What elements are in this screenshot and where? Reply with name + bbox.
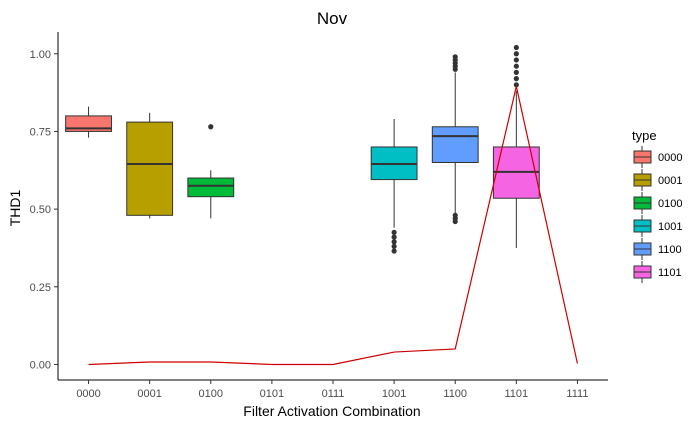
x-axis: 0000 0001 0100 0101 0111 1001 1100 1101 1111	[58, 379, 608, 400]
legend: type 0000 0001 0100 1001 1100 1101	[632, 128, 682, 283]
y-tick-label: 0.00	[30, 359, 51, 371]
x-tick-label: 1111	[566, 388, 588, 400]
legend-label: 1001	[658, 221, 682, 233]
legend-entry-0000: 0000	[633, 146, 682, 168]
x-tick-label: 0100	[199, 388, 223, 400]
legend-entry-1100: 1100	[633, 238, 682, 260]
outlier-point	[513, 76, 519, 82]
x-tick-label: 0111	[322, 388, 345, 400]
legend-entry-1001: 1001	[633, 215, 682, 237]
y-tick-label: 0.75	[30, 126, 51, 138]
box-1100	[431, 54, 479, 225]
x-tick-label: 1001	[382, 388, 406, 400]
legend-entry-0100: 0100	[633, 192, 682, 214]
line-series	[88, 86, 579, 366]
outlier-point	[452, 212, 458, 218]
outlier-point	[391, 229, 397, 236]
legend-label: 1101	[658, 267, 682, 279]
x-axis-title: Filter Activation Combination	[243, 403, 420, 419]
chart-title: Nov	[317, 9, 348, 28]
outlier-point	[513, 63, 519, 69]
box-1001	[370, 119, 418, 254]
plot-area	[65, 44, 579, 366]
box-iqr	[431, 126, 479, 164]
outlier-point	[391, 234, 397, 240]
outlier-point	[391, 248, 397, 254]
box-0100	[187, 124, 235, 219]
box-0000	[65, 106, 112, 138]
outlier-point	[513, 44, 519, 51]
outlier-point	[513, 57, 519, 63]
outlier-point	[391, 243, 397, 249]
y-axis-title: THD1	[7, 190, 23, 227]
legend-label: 1100	[658, 244, 682, 256]
y-tick-label: 0.25	[30, 282, 51, 294]
box-0001	[126, 112, 174, 219]
outlier-point	[513, 69, 519, 75]
legend-label: 0100	[658, 198, 682, 210]
x-tick-label: 1101	[505, 388, 529, 400]
outlier-point	[208, 124, 214, 130]
legend-title: type	[632, 128, 657, 143]
box-1101	[492, 44, 540, 248]
x-tick-label: 0101	[260, 388, 284, 400]
y-axis: 0.00 0.25 0.50 0.75 1.00	[30, 32, 59, 380]
x-tick-label: 0000	[76, 388, 100, 400]
outlier-point	[391, 239, 397, 245]
outlier-point	[513, 51, 519, 57]
outlier-point	[452, 54, 458, 60]
outlier-point	[513, 82, 519, 88]
x-tick-label: 0001	[137, 388, 161, 400]
legend-entry-1101: 1101	[633, 261, 682, 283]
box-iqr	[126, 121, 174, 216]
y-tick-label: 0.50	[30, 204, 51, 216]
box-iqr	[187, 177, 235, 198]
legend-label: 0000	[658, 152, 682, 164]
x-tick-label: 1100	[443, 388, 467, 400]
legend-label: 0001	[658, 175, 682, 187]
legend-entry-0001: 0001	[633, 169, 682, 191]
y-tick-label: 1.00	[30, 49, 51, 61]
